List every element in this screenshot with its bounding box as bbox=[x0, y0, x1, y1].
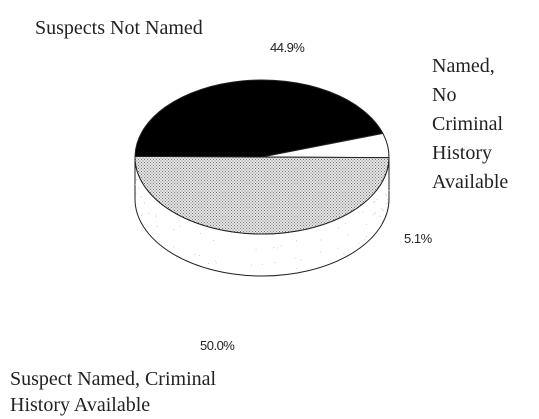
pie-wall-texture bbox=[345, 223, 346, 224]
pie-wall-texture bbox=[388, 190, 389, 191]
pie-wall-texture bbox=[364, 239, 365, 240]
pie-wall-texture bbox=[296, 268, 297, 269]
pie-wall-texture bbox=[214, 260, 215, 261]
pie-wall-texture bbox=[383, 210, 384, 211]
pie-wall-texture bbox=[194, 254, 195, 255]
pie-wall-texture bbox=[373, 202, 374, 203]
pie-wall-texture bbox=[296, 240, 297, 241]
pie-wall-texture bbox=[135, 193, 136, 194]
pie-wall-texture bbox=[200, 233, 201, 234]
pie-wall-texture bbox=[374, 201, 375, 202]
pie-wall-texture bbox=[320, 251, 321, 252]
pie-wall-texture bbox=[251, 265, 252, 266]
pie-wall-texture bbox=[273, 247, 274, 248]
pie-wall-texture bbox=[387, 199, 388, 200]
pie-wall-texture bbox=[386, 195, 387, 196]
pie-wall-texture bbox=[388, 184, 389, 185]
pie-wall-texture bbox=[375, 212, 376, 213]
pie-wall-texture bbox=[135, 184, 136, 185]
label-suspects-not-named: Suspects Not Named bbox=[35, 17, 203, 39]
pie-wall-texture bbox=[141, 215, 142, 216]
pie-wall-texture bbox=[277, 248, 278, 249]
pie-wall-texture bbox=[366, 236, 367, 237]
pie-wall-texture bbox=[148, 226, 149, 227]
pie-wall-texture bbox=[385, 193, 386, 194]
data-label-50-0: 50.0% bbox=[200, 338, 235, 353]
pie-wall-texture bbox=[343, 253, 344, 254]
pie-wall-texture bbox=[199, 255, 200, 256]
pie-wall-texture bbox=[262, 264, 263, 265]
pie-wall-texture bbox=[144, 203, 145, 204]
pie-wall-texture bbox=[338, 248, 339, 249]
pie-wall-texture bbox=[347, 234, 348, 235]
pie-wall-texture bbox=[138, 187, 139, 188]
pie-wall-texture bbox=[381, 208, 382, 209]
pie-wall-texture bbox=[377, 199, 378, 200]
pie-wall-texture bbox=[386, 203, 387, 204]
label-suspect-named-criminal-history: Suspect Named, Criminal History Availabl… bbox=[10, 368, 221, 416]
pie-wall-texture bbox=[363, 211, 364, 212]
pie-wall-texture bbox=[141, 197, 142, 198]
pie-wall-texture bbox=[136, 179, 137, 180]
pie-wall-texture bbox=[156, 216, 157, 217]
pie-wall-texture bbox=[295, 258, 296, 259]
pie-wall-texture bbox=[216, 262, 217, 263]
pie-wall-texture bbox=[380, 216, 381, 217]
pie-wall-texture bbox=[157, 226, 158, 227]
pie-wall-texture bbox=[213, 240, 214, 241]
data-label-44-9: 44.9% bbox=[270, 40, 305, 55]
pie-wall-texture bbox=[373, 214, 374, 215]
pie-wall-texture bbox=[274, 262, 275, 263]
label-named-no-criminal-history: Named, No Criminal History Available bbox=[432, 55, 508, 193]
pie-wall-texture bbox=[358, 243, 359, 244]
pie-wall-texture bbox=[281, 245, 282, 246]
pie-wall-texture bbox=[300, 259, 301, 260]
pie-wall-texture bbox=[208, 263, 209, 264]
pie-wall-texture bbox=[173, 247, 174, 248]
pie-wall-texture bbox=[156, 214, 157, 215]
pie-wall-texture bbox=[173, 229, 174, 230]
pie-wall-texture bbox=[366, 224, 367, 225]
data-label-5-1: 5.1% bbox=[404, 231, 433, 246]
pie-wall-texture bbox=[256, 249, 257, 250]
pie-wall-texture bbox=[180, 226, 181, 227]
pie-wall-texture bbox=[320, 240, 321, 241]
pie-wall-texture bbox=[338, 227, 339, 228]
pie-wall-texture bbox=[148, 213, 149, 214]
